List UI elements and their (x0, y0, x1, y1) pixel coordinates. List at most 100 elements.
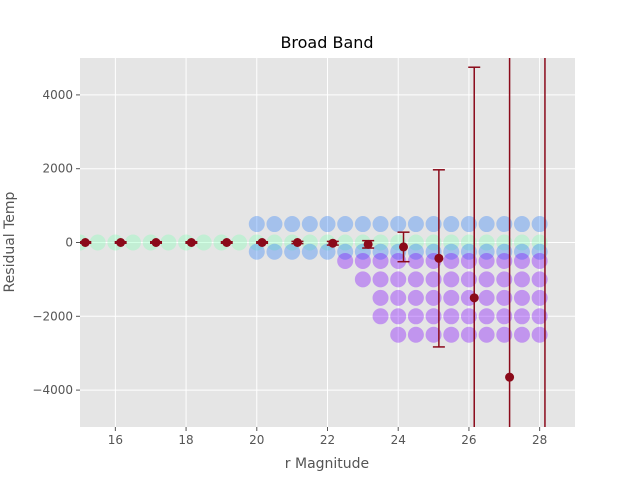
scatter-point (443, 289, 460, 306)
scatter-point (89, 234, 106, 251)
scatter-point (443, 326, 460, 343)
scatter-point (478, 271, 495, 288)
scatter-point (531, 243, 548, 260)
mean-point (257, 238, 267, 247)
scatter-point (337, 234, 354, 251)
scatter-point (531, 271, 548, 288)
scatter-point (301, 234, 318, 251)
mean-point (469, 293, 479, 303)
scatter-point (248, 243, 265, 260)
scatter-point (513, 243, 530, 260)
chart-title: Broad Band (280, 33, 373, 52)
scatter-point (496, 234, 513, 251)
scatter-point (407, 243, 424, 260)
scatter-point (513, 216, 530, 233)
scatter-point (478, 289, 495, 306)
scatter-point (443, 216, 460, 233)
scatter-point (425, 289, 442, 306)
mean-point (399, 242, 409, 252)
scatter-point (513, 289, 530, 306)
scatter-point (496, 252, 513, 269)
scatter-point (460, 308, 477, 325)
scatter-point (460, 326, 477, 343)
scatter-point (319, 243, 336, 260)
scatter-point (460, 234, 477, 251)
scatter-point (531, 234, 548, 251)
scatter-point (301, 216, 318, 233)
scatter-point (513, 326, 530, 343)
y-tick-label: −2000 (32, 309, 73, 323)
scatter-point (513, 308, 530, 325)
x-tick-label: 24 (391, 433, 406, 447)
scatter-point (425, 234, 442, 251)
mean-point (186, 238, 196, 247)
scatter-point (390, 289, 407, 306)
scatter-point (354, 271, 371, 288)
y-axis-label: Residual Temp (2, 191, 18, 292)
scatter-point (531, 252, 548, 269)
scatter-point (407, 326, 424, 343)
scatter-point (390, 308, 407, 325)
scatter-point (337, 243, 354, 260)
scatter-point (443, 252, 460, 269)
mean-point (80, 238, 90, 247)
scatter-point (443, 308, 460, 325)
scatter-point (460, 271, 477, 288)
scatter-point (284, 243, 301, 260)
scatter-point (496, 271, 513, 288)
scatter-point (496, 326, 513, 343)
scatter-point (407, 308, 424, 325)
x-tick-label: 28 (532, 433, 547, 447)
scatter-point (496, 289, 513, 306)
scatter-point (425, 216, 442, 233)
scatter-point (354, 252, 371, 269)
x-tick-label: 16 (108, 433, 123, 447)
mean-point (540, 459, 549, 468)
scatter-point (478, 234, 495, 251)
scatter-point (460, 252, 477, 269)
scatter-point (372, 252, 389, 269)
scatter-point (407, 289, 424, 306)
scatter-point (337, 252, 354, 269)
scatter-point (425, 271, 442, 288)
mean-point (505, 372, 515, 382)
scatter-point (231, 234, 248, 251)
scatter-point (372, 234, 389, 251)
scatter-point (301, 243, 318, 260)
scatter-point (443, 271, 460, 288)
y-tick-label: 2000 (42, 162, 73, 176)
x-tick-label: 20 (249, 433, 264, 447)
scatter-point (513, 252, 530, 269)
scatter-point (390, 326, 407, 343)
mean-point (151, 238, 161, 247)
x-axis-label: r Magnitude (285, 456, 369, 472)
scatter-point (496, 243, 513, 260)
scatter-point (372, 289, 389, 306)
scatter-point (531, 326, 548, 343)
scatter-point (513, 234, 530, 251)
scatter-point (266, 243, 283, 260)
mean-point (222, 238, 232, 247)
scatter-point (390, 216, 407, 233)
scatter-point (372, 243, 389, 260)
scatter-point (407, 234, 424, 251)
scatter-point (443, 234, 460, 251)
mean-point (328, 238, 338, 248)
scatter-point (443, 243, 460, 260)
scatter-point (425, 308, 442, 325)
scatter-point (478, 216, 495, 233)
scatter-point (248, 216, 265, 233)
marks (80, 58, 549, 468)
scatter-point (496, 308, 513, 325)
scatter-point (407, 252, 424, 269)
ticks: 16 18 20 22 24 26 28 −4000 −2000 0 2000 4000 (32, 88, 547, 447)
scatter-point (460, 243, 477, 260)
scatter-point (531, 289, 548, 306)
scatter-point (513, 271, 530, 288)
y-tick-label: 0 (65, 236, 73, 250)
x-tick-label: 26 (461, 433, 476, 447)
scatter-point (478, 252, 495, 269)
scatter-point (460, 216, 477, 233)
